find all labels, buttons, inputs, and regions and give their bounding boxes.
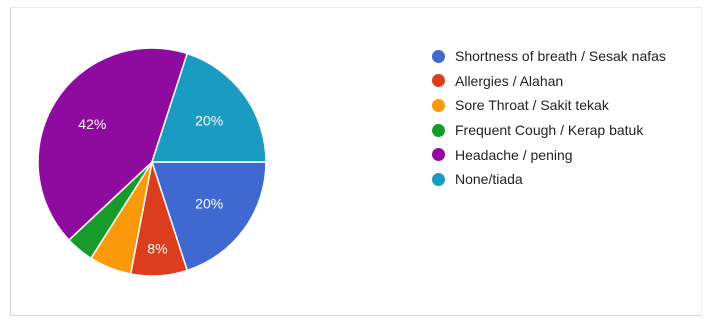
pie-slice[interactable]	[151, 52, 267, 163]
legend-swatch	[432, 172, 445, 186]
pie-slice[interactable]	[151, 161, 267, 272]
chart-legend: Shortness of breath / Sesak nafas Allerg…	[432, 44, 666, 192]
legend-label: Frequent Cough / Kerap batuk	[455, 122, 644, 139]
legend-label: Headache / pening	[455, 146, 573, 163]
pie-slice-labels: 20% 8% 42% 20%	[78, 113, 223, 257]
legend-item-none[interactable]: None/tiada	[432, 167, 666, 192]
legend-item-sore-throat[interactable]: Sore Throat / Sakit tekak	[432, 93, 666, 118]
legend-label: Shortness of breath / Sesak nafas	[455, 48, 666, 65]
legend-swatch	[432, 74, 445, 88]
legend-label: Allergies / Alahan	[455, 72, 564, 89]
legend-item-frequent-cough[interactable]: Frequent Cough / Kerap batuk	[432, 118, 666, 143]
legend-item-allergies[interactable]: Allergies / Alahan	[432, 69, 666, 94]
pie-slice[interactable]	[37, 47, 188, 241]
legend-item-shortness-of-breath[interactable]: Shortness of breath / Sesak nafas	[432, 44, 666, 69]
legend-item-headache[interactable]: Headache / pening	[432, 142, 666, 167]
pie-slices	[37, 47, 267, 277]
legend-swatch	[432, 98, 445, 112]
legend-swatch	[432, 148, 445, 162]
pie-slice-label: 20%	[195, 196, 223, 212]
legend-label: Sore Throat / Sakit tekak	[455, 97, 609, 114]
pie-slice-label: 8%	[147, 241, 167, 257]
pie-slice-label: 42%	[78, 116, 106, 132]
legend-label: None/tiada	[455, 171, 523, 188]
legend-swatch	[432, 123, 445, 137]
pie-slice-label: 20%	[195, 113, 223, 129]
legend-swatch	[432, 49, 445, 63]
